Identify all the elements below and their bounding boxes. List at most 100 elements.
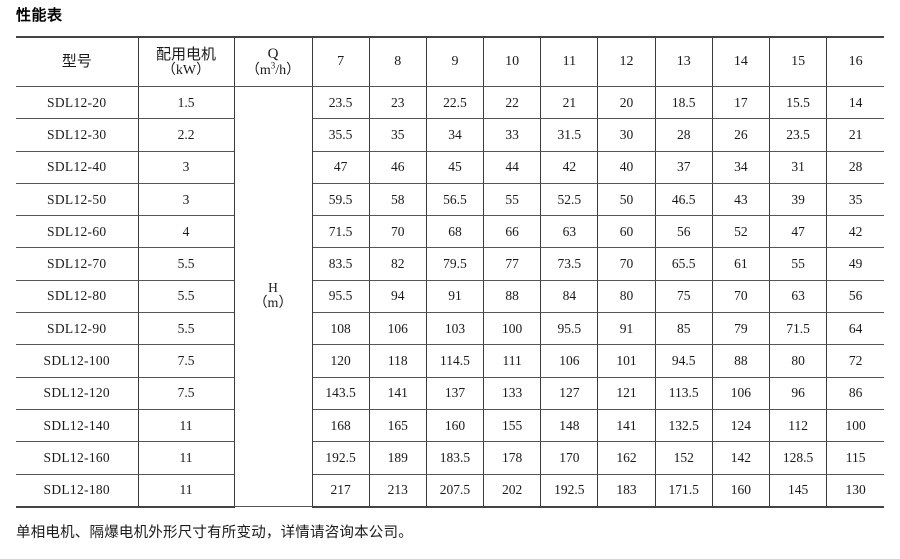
head-unit: （m）	[253, 296, 293, 312]
cell-motor-power: 7.5	[137, 344, 235, 378]
cell-head-value: 168	[311, 408, 370, 443]
cell-head-value: 37	[654, 150, 713, 184]
cell-head-value: 101	[597, 344, 656, 378]
cell-model: SDL12-60	[16, 215, 139, 249]
cell-head-value: 40	[597, 150, 656, 184]
cell-head-value: 70	[711, 279, 771, 314]
cell-head-value: 192.5	[311, 441, 370, 475]
cell-head-value: 56.5	[425, 182, 485, 217]
cell-head-value: 70	[597, 247, 656, 281]
cell-head-value: 160	[425, 408, 485, 443]
cell-head-value: 155	[483, 408, 542, 443]
header-flow-unit-suffix: /h）	[275, 62, 301, 78]
cell-head-value: 145	[769, 473, 828, 508]
cell-head-value: 106	[540, 344, 599, 378]
cell-model: SDL12-90	[16, 312, 139, 346]
table-row: SDL12-140 11 168 165 160 155 148 141 132.5 124 112…	[16, 408, 884, 443]
cell-head-value: 133	[483, 376, 542, 410]
cell-head-value: 100	[483, 312, 542, 346]
cell-head-value: 46	[368, 150, 427, 184]
cell-head-value: 21	[826, 118, 884, 152]
cell-head-value: 213	[368, 473, 427, 508]
cell-head-value: 88	[711, 344, 771, 378]
header-flow-unit: （m3/h）	[235, 59, 312, 80]
header-flow-symbol: Q	[267, 45, 279, 62]
table-row: SDL12-30 2.2 35.5 35 34 33 31.5 30 28 26 23.5 21	[16, 118, 884, 152]
header-flow-unit-exponent: 3	[270, 59, 276, 70]
cell-head-value: 121	[597, 376, 656, 410]
cell-head-value: 170	[540, 441, 599, 475]
table-row: SDL12-50 3 59.5 58 56.5 55 52.5 50 46.5 43 39 35	[16, 182, 884, 217]
cell-head-value: 28	[654, 118, 713, 152]
cell-head-value: 75	[654, 279, 713, 314]
cell-head-value: 127	[540, 376, 599, 410]
header-flow-col-1: 8	[368, 36, 427, 87]
cell-head-value: 65.5	[654, 247, 713, 281]
cell-head-value: 96	[769, 376, 828, 410]
cell-head-value: 82	[368, 247, 427, 281]
cell-head-value: 141	[597, 408, 656, 443]
cell-motor-power: 7.5	[137, 376, 235, 410]
header-flow-col-4: 11	[540, 36, 599, 87]
cell-head-value: 47	[769, 215, 828, 249]
cell-head-value: 128.5	[769, 441, 828, 475]
cell-head-value: 152	[654, 441, 713, 475]
table-container: 型号 配用电机 （kW） Q （m3/h） 7 8 9 10 11 12 1	[0, 36, 900, 508]
head-symbol: H	[268, 280, 278, 296]
cell-head-value: 165	[368, 408, 427, 443]
table-row: SDL12-70 5.5 83.5 82 79.5 77 73.5 70 65.5 61 55 49	[16, 247, 884, 281]
cell-head-value: 183.5	[425, 441, 485, 475]
cell-head-value: 23.5	[311, 85, 370, 120]
cell-head-merged: H （m）	[233, 85, 313, 508]
cell-head-value: 56	[654, 215, 713, 249]
cell-head-value: 88	[483, 279, 542, 314]
cell-head-value: 124	[711, 408, 771, 443]
cell-head-value: 52.5	[540, 182, 599, 217]
cell-head-value: 189	[368, 441, 427, 475]
cell-head-value: 64	[826, 312, 884, 346]
header-flow-col-7: 14	[711, 36, 771, 87]
cell-head-value: 118	[368, 344, 427, 378]
header-flow-col-3: 10	[483, 36, 542, 87]
cell-head-value: 30	[597, 118, 656, 152]
cell-model: SDL12-50	[16, 182, 139, 217]
cell-head-value: 59.5	[311, 182, 370, 217]
cell-model: SDL12-100	[16, 344, 139, 378]
cell-motor-power: 5.5	[137, 279, 235, 314]
cell-head-value: 192.5	[540, 473, 599, 508]
cell-model: SDL12-40	[16, 150, 139, 184]
cell-head-value: 71.5	[769, 312, 828, 346]
header-flow-col-9: 16	[826, 36, 884, 87]
cell-head-value: 44	[483, 150, 542, 184]
cell-head-value: 94.5	[654, 344, 713, 378]
cell-head-value: 80	[597, 279, 656, 314]
cell-head-value: 183	[597, 473, 656, 508]
cell-motor-power: 5.5	[137, 247, 235, 281]
cell-head-value: 22	[483, 85, 542, 120]
cell-head-value: 42	[540, 150, 599, 184]
header-motor-power-label: 配用电机	[156, 44, 217, 63]
cell-head-value: 14	[826, 85, 884, 120]
cell-motor-power: 1.5	[137, 85, 235, 120]
table-row: SDL12-80 5.5 95.5 94 91 88 84 80 75 70 63 56	[16, 279, 884, 314]
cell-head-value: 55	[769, 247, 828, 281]
cell-head-value: 83.5	[311, 247, 370, 281]
cell-head-value: 31	[769, 150, 828, 184]
header-flow-unit-prefix: （m	[245, 62, 271, 78]
cell-head-value: 79	[711, 312, 771, 346]
cell-head-value: 35	[368, 118, 427, 152]
cell-head-value: 91	[425, 279, 485, 314]
cell-head-value: 84	[540, 279, 599, 314]
cell-head-value: 91	[597, 312, 656, 346]
header-model: 型号	[16, 36, 139, 87]
cell-head-value: 17	[711, 85, 771, 120]
cell-head-value: 160	[711, 473, 771, 508]
cell-model: SDL12-70	[16, 247, 139, 281]
table-row: SDL12-60 4 71.5 70 68 66 63 60 56 52 47 42	[16, 215, 884, 249]
cell-head-value: 100	[826, 408, 884, 443]
header-motor-power-unit: （kW）	[161, 62, 211, 78]
cell-model: SDL12-140	[16, 408, 139, 443]
cell-head-value: 15.5	[769, 85, 828, 120]
performance-table: 型号 配用电机 （kW） Q （m3/h） 7 8 9 10 11 12 1	[16, 36, 884, 508]
